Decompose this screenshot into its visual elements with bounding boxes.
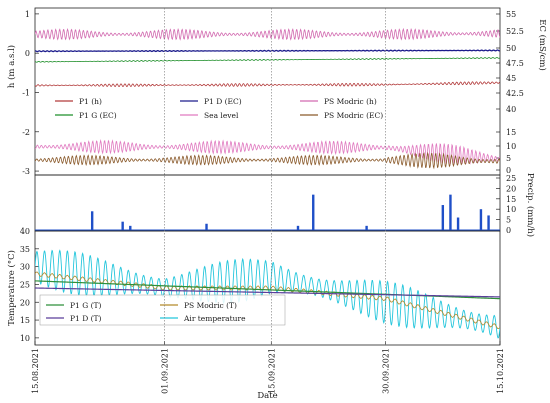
bot-xlabel: Date [257,391,277,401]
precip-bar-11 [479,209,483,230]
top-legend-label-5: Sea level [204,111,239,120]
bot-legend-box [39,294,286,326]
top-legend-label-1: P1 (h) [79,97,102,106]
top-ylabel-left: h (m a.s.l) [6,45,17,88]
bot-legend-label-1: P1 G (T) [70,301,102,310]
bot-ytick-label-1: 35 [20,245,30,254]
mid-rtick-label-5: 0 [506,226,511,235]
top-ytick-label-0: 1 [25,10,30,19]
top-ytick-label-1: 0 [25,49,30,58]
mid-ylabel-right: Precip. (mm/h) [525,173,536,237]
top-rtick-label-2: 50 [506,44,516,53]
precip-bar-10 [456,217,460,230]
mid-rtick-label-0: 25 [506,174,516,183]
xtick-label-4: 15.10.2021 [496,348,505,394]
top-rtick-label-9: 5 [506,154,511,163]
top-rtick-label-3: 47.5 [506,59,524,68]
top-rtick-label-0: 55 [506,10,516,19]
precip-bar-6 [312,194,315,230]
top-rtick-label-6: 40 [506,105,516,114]
bot-legend-label-4: Air temperature [183,314,246,323]
bot-ytick-label-4: 20 [20,298,30,307]
top-rtick-label-5: 42.5 [506,89,524,98]
top-ylabel-right: EC (mS/cm) [537,19,548,71]
top-series-5 [35,139,500,165]
top-series-3 [35,57,500,63]
top-rtick-label-7: 15 [506,128,516,137]
top-series-6 [35,151,500,170]
bot-ytick-label-5: 15 [20,316,30,325]
mid-rtick-label-1: 20 [506,184,516,193]
xtick-label-0: 15.08.2021 [31,348,40,394]
top-legend-label-6: PS Modric (EC) [324,111,383,120]
bot-ytick-label-3: 25 [20,280,30,289]
top-legend-label-3: PS Modric (h) [324,97,377,106]
top-series-2 [35,49,500,53]
precip-bar-2 [121,221,124,230]
top-rtick-label-1: 52.5 [506,27,524,36]
xtick-label-3: 30.09.2021 [382,348,391,394]
bot-series-2 [35,271,500,330]
precip-bar-7 [365,225,368,230]
top-series-1 [35,27,500,41]
precip-bar-1 [90,211,94,230]
precip-bar-9 [449,194,452,230]
bot-series-1 [35,249,500,339]
bot-ylabel: Temperature (°C) [6,250,17,326]
top-ytick-label-3: -2 [22,128,30,137]
bot-ytick-label-2: 30 [20,263,30,272]
panel-frame-2 [34,174,501,232]
top-rtick-label-4: 45 [506,74,516,83]
top-legend-label-2: P1 D (EC) [204,97,242,106]
precip-bar-5 [296,225,300,230]
xtick-label-1: 01.09.2021 [161,348,170,394]
bot-series-4 [35,287,500,298]
bot-legend-label-3: P1 D (T) [70,314,102,323]
precip-bar-4 [205,223,208,230]
mid-rtick-label-3: 10 [506,205,516,214]
mid-rtick-label-2: 15 [506,195,516,204]
mid-rtick-label-4: 5 [506,216,511,225]
precip-bar-3 [129,225,132,230]
top-ytick-label-4: -3 [22,167,30,176]
bot-legend-label-2: PS Modric (T) [184,301,237,310]
top-rtick-label-10: 0 [506,166,511,175]
precip-bar-8 [441,205,445,230]
top-ytick-label-2: -1 [22,88,30,97]
top-legend-label-4: P1 G (EC) [79,111,117,120]
xtick-label-2: 15.09.2021 [267,348,276,394]
top-series-4 [35,81,500,88]
top-rtick-label-8: 10 [506,142,516,151]
bot-ytick-label-6: 10 [20,334,30,343]
precip-bar-12 [487,215,490,230]
bot-ytick-label-0: 40 [20,227,30,236]
